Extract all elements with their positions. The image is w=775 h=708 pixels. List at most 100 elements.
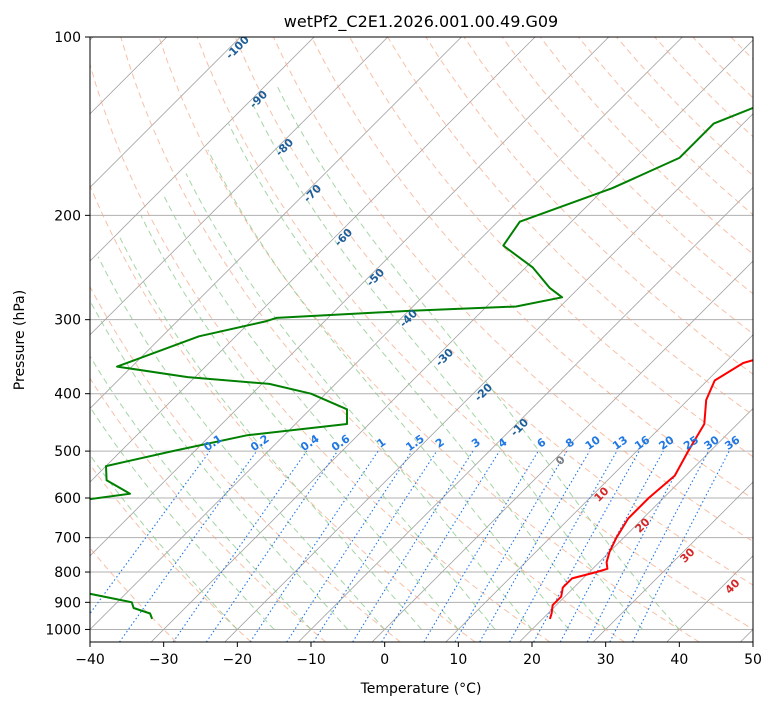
isotherm-line bbox=[90, 37, 462, 410]
dry-adiabat bbox=[90, 62, 551, 642]
isotherm-line bbox=[224, 113, 753, 642]
profile-series bbox=[90, 106, 753, 620]
isotherm-label: -80 bbox=[273, 136, 296, 159]
mixing-ratio-line bbox=[479, 450, 591, 642]
x-tick-label: −40 bbox=[75, 652, 105, 668]
dry-adiabat bbox=[311, 37, 753, 500]
mixing-ratio-line bbox=[313, 450, 438, 642]
dry-adiabat bbox=[616, 37, 753, 177]
isotherm-line bbox=[90, 37, 241, 189]
dry-adiabat bbox=[90, 184, 476, 642]
mixing-ratio-line bbox=[559, 450, 664, 642]
y-tick-label: 500 bbox=[54, 444, 81, 460]
mixing-ratio-line bbox=[249, 450, 379, 642]
x-tick-label: 20 bbox=[523, 652, 541, 668]
mixing-ratio-label: 1 bbox=[374, 436, 388, 451]
dry-adiabat bbox=[501, 37, 753, 295]
isotherm-line bbox=[90, 37, 536, 483]
x-tick-label: 40 bbox=[670, 652, 688, 668]
mixing-ratio-label: 20 bbox=[656, 433, 676, 453]
temperature-line bbox=[548, 359, 753, 620]
chart-title: wetPf2_C2E1.2026.001.00.49.G09 bbox=[284, 12, 558, 32]
x-tick-label: 50 bbox=[744, 652, 762, 668]
isotherm-label: 30 bbox=[678, 545, 698, 565]
isotherm-line bbox=[90, 37, 389, 336]
y-tick-label: 200 bbox=[54, 208, 81, 224]
dry-adiabat bbox=[90, 377, 327, 642]
x-tick-label: −30 bbox=[149, 652, 179, 668]
mixing-ratio-line bbox=[90, 450, 211, 615]
dry-adiabat bbox=[539, 37, 753, 255]
moist-adiabat bbox=[228, 123, 607, 630]
moist-adiabat bbox=[185, 173, 533, 630]
x-tick-label: −20 bbox=[223, 652, 253, 668]
isotherm-label: -50 bbox=[364, 266, 387, 289]
isotherm-line bbox=[150, 39, 753, 642]
mixing-ratio-line bbox=[533, 450, 640, 642]
x-axis-label: Temperature (°C) bbox=[360, 681, 482, 697]
background-lines bbox=[90, 37, 775, 642]
mixing-ratio-label: 13 bbox=[610, 433, 630, 452]
y-tick-label: 800 bbox=[54, 565, 81, 581]
mixing-ratio-label: 10 bbox=[583, 433, 603, 453]
isotherm-label: -70 bbox=[301, 182, 324, 205]
isotherm-line bbox=[740, 628, 753, 642]
isotherm-label: 10 bbox=[592, 484, 612, 504]
mixing-ratio-line bbox=[509, 450, 618, 642]
dewpoint-line bbox=[90, 106, 753, 620]
dry-adiabat bbox=[272, 37, 753, 543]
mixing-ratio-line bbox=[454, 450, 568, 642]
moist-adiabat bbox=[90, 406, 275, 630]
y-tick-label: 700 bbox=[54, 531, 81, 547]
dry-adiabat bbox=[387, 37, 753, 416]
mixing-ratio-label: 3 bbox=[469, 436, 483, 451]
y-tick-label: 300 bbox=[54, 313, 81, 329]
isotherm-label: -90 bbox=[247, 88, 270, 111]
mixing-ratio-line bbox=[423, 450, 539, 642]
moist-adiabat bbox=[140, 215, 459, 630]
mixing-ratio-label: 2 bbox=[433, 436, 447, 451]
mixing-ratio-label: 4 bbox=[496, 435, 510, 450]
isotherm-line bbox=[371, 260, 753, 642]
plot-frame bbox=[89, 36, 754, 643]
moist-adiabat bbox=[90, 355, 312, 630]
mixing-ratio-line bbox=[119, 450, 258, 642]
y-tick-label: 400 bbox=[54, 387, 81, 403]
dry-adiabat bbox=[654, 37, 753, 138]
y-axis-label: Pressure (hPa) bbox=[12, 290, 28, 390]
moist-adiabat bbox=[90, 299, 349, 630]
dry-adiabat bbox=[578, 37, 753, 216]
isotherm-line bbox=[592, 481, 753, 642]
dry-adiabat bbox=[463, 37, 753, 335]
isotherm-label: 0 bbox=[553, 453, 568, 468]
mixing-ratio-line bbox=[609, 450, 709, 642]
dry-adiabat bbox=[90, 463, 252, 642]
moist-adiabat bbox=[117, 233, 422, 630]
x-tick-label: −10 bbox=[296, 652, 326, 668]
dry-adiabat bbox=[769, 37, 775, 642]
y-tick-label: 100 bbox=[54, 30, 81, 46]
dry-adiabat bbox=[90, 285, 401, 642]
mixing-ratio-label: 30 bbox=[702, 433, 722, 453]
isotherm-label: -10 bbox=[508, 416, 531, 439]
mixing-ratio-line bbox=[632, 450, 730, 642]
x-tick-label: 10 bbox=[449, 652, 467, 668]
moist-adiabat bbox=[275, 83, 680, 630]
moist-adiabat bbox=[90, 454, 238, 630]
isotherm-label: -30 bbox=[433, 346, 456, 369]
axes: −40 −30 −20 −10 0 10 20 30 40 5010020030040050060… bbox=[45, 30, 762, 668]
isotherm-line bbox=[445, 334, 753, 642]
isotherm-label: 20 bbox=[633, 515, 653, 535]
mixing-ratio-line bbox=[172, 450, 308, 642]
isotherm-label: -60 bbox=[332, 226, 355, 249]
isotherm-label: -20 bbox=[472, 381, 495, 404]
mixing-ratio-line bbox=[205, 450, 338, 642]
mixing-ratio-label: 16 bbox=[632, 433, 652, 453]
y-tick-label: 1000 bbox=[45, 622, 81, 638]
isotherm-label: 40 bbox=[723, 576, 743, 596]
moist-adiabat bbox=[97, 256, 386, 630]
isotherm-line bbox=[90, 37, 683, 631]
moist-adiabat bbox=[207, 149, 570, 630]
y-tick-label: 900 bbox=[54, 595, 81, 611]
